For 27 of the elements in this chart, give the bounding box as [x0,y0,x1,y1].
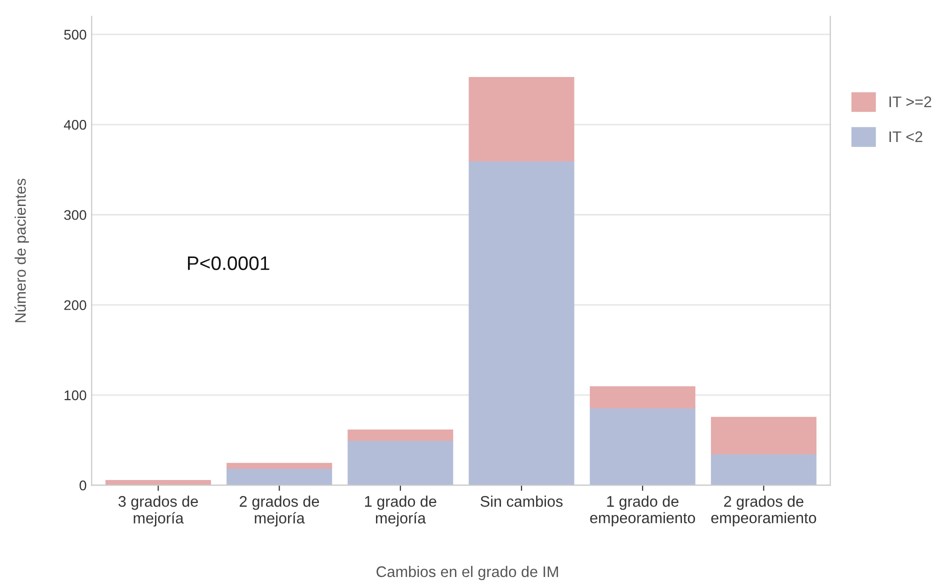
bar [468,160,574,486]
x-tick-label: 3 grados de mejoría [118,496,198,527]
x-tick-label: 2 grados de empeoramiento [711,496,816,526]
y-tick-label: 100 [64,390,86,400]
legend-label: IT >=2 [889,96,932,108]
annotation: P<0.0001 [188,256,270,270]
bar [348,439,454,486]
bar [348,430,454,441]
x-tick-label: Sin cambios [480,496,563,507]
y-tick-label: 300 [64,210,86,220]
y-tick-label: 400 [64,120,86,130]
y-tick-label: 0 [80,480,86,490]
legend-label: IT <2 [889,131,922,142]
bar [226,462,332,469]
x-tick-label: 1 grado de mejoría [365,496,436,527]
bar [468,77,574,162]
y-axis-title: Número de pacientes [14,178,29,322]
x-tick-label: 1 grado de empeoramiento [590,496,696,526]
y-tick-label: 200 [64,300,86,310]
bar [105,480,211,486]
x-axis-title: Cambios en el grado de IM [376,566,558,580]
bar [710,452,816,486]
x-tick-label: 2 grados de mejoría [240,496,319,527]
bar [710,416,816,454]
bar [590,406,696,486]
bar [590,386,696,408]
y-tick-label: 500 [64,30,86,40]
